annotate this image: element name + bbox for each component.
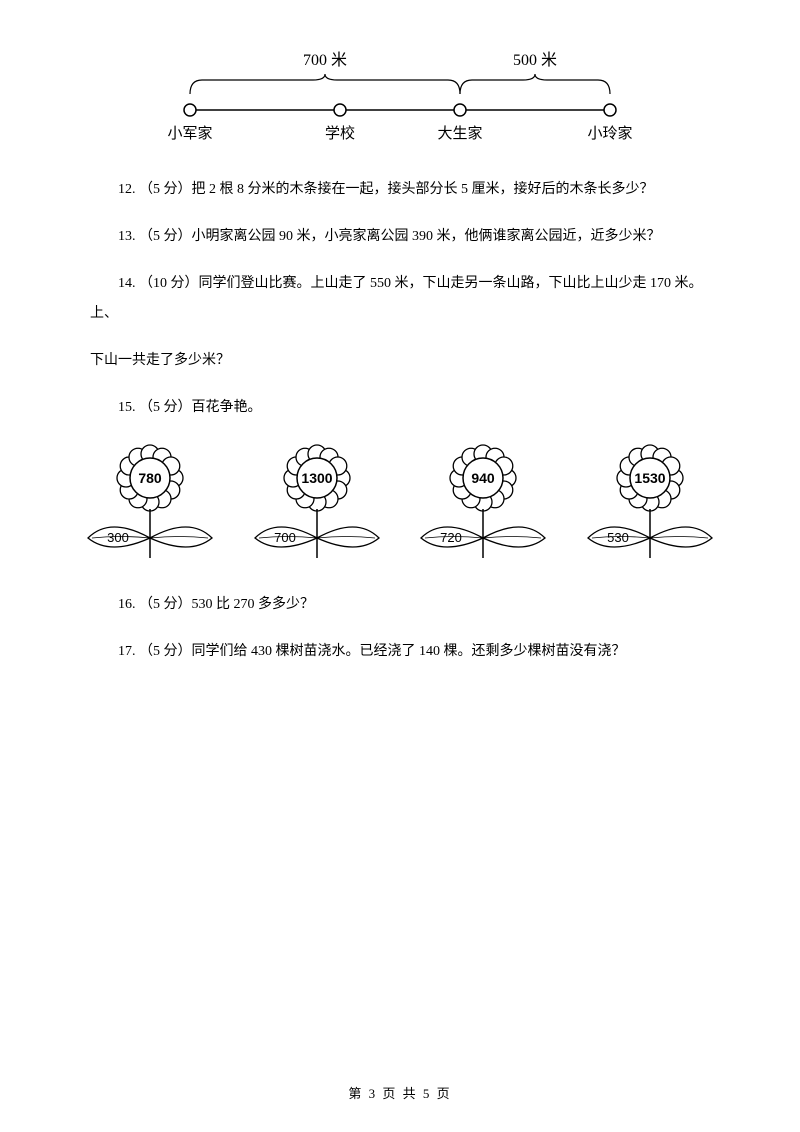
svg-text:500 米: 500 米 xyxy=(513,51,557,69)
svg-text:780: 780 xyxy=(138,470,162,486)
svg-text:700: 700 xyxy=(274,530,296,545)
flower-4: 1530 530 xyxy=(580,440,720,570)
svg-text:1530: 1530 xyxy=(634,470,665,486)
flower-3: 940 720 xyxy=(413,440,553,570)
flower-svg: 780 300 xyxy=(80,440,220,570)
svg-text:300: 300 xyxy=(107,530,129,545)
flowers-row: 780 300 1300 700 940 720 1530 530 xyxy=(80,440,720,570)
svg-text:700 米: 700 米 xyxy=(303,51,347,69)
question-16: 16. （5 分）530 比 270 多多少？ xyxy=(90,590,710,621)
svg-text:小玲家: 小玲家 xyxy=(587,125,632,142)
svg-text:1300: 1300 xyxy=(301,470,332,486)
question-13: 13. （5 分）小明家离公园 90 米，小亮家离公园 390 米，他俩谁家离公… xyxy=(90,222,710,253)
svg-text:大生家: 大生家 xyxy=(437,125,482,142)
question-14-line2: 下山一共走了多少米？ xyxy=(90,346,710,377)
question-12: 12. （5 分）把 2 根 8 分米的木条接在一起，接头部分长 5 厘米，接好… xyxy=(90,175,710,206)
page-footer: 第 3 页 共 5 页 xyxy=(0,1083,800,1102)
question-15: 15. （5 分）百花争艳。 xyxy=(90,393,710,424)
distance-diagram-svg: 700 米 500 米小军家 学校 大生家 小玲家 xyxy=(160,40,640,145)
distance-diagram: 700 米 500 米小军家 学校 大生家 小玲家 xyxy=(160,40,640,145)
question-17: 17. （5 分）同学们给 430 棵树苗浇水。已经浇了 140 棵。还剩多少棵… xyxy=(90,637,710,668)
svg-text:学校: 学校 xyxy=(325,125,355,142)
flower-svg: 940 720 xyxy=(413,440,553,570)
svg-text:530: 530 xyxy=(607,530,629,545)
svg-text:小军家: 小军家 xyxy=(167,125,212,142)
svg-text:940: 940 xyxy=(472,470,496,486)
flower-svg: 1530 530 xyxy=(580,440,720,570)
flower-1: 780 300 xyxy=(80,440,220,570)
flower-2: 1300 700 xyxy=(247,440,387,570)
svg-text:720: 720 xyxy=(440,530,462,545)
question-14-line1: 14. （10 分）同学们登山比赛。上山走了 550 米，下山走另一条山路，下山… xyxy=(90,269,710,331)
flower-svg: 1300 700 xyxy=(247,440,387,570)
